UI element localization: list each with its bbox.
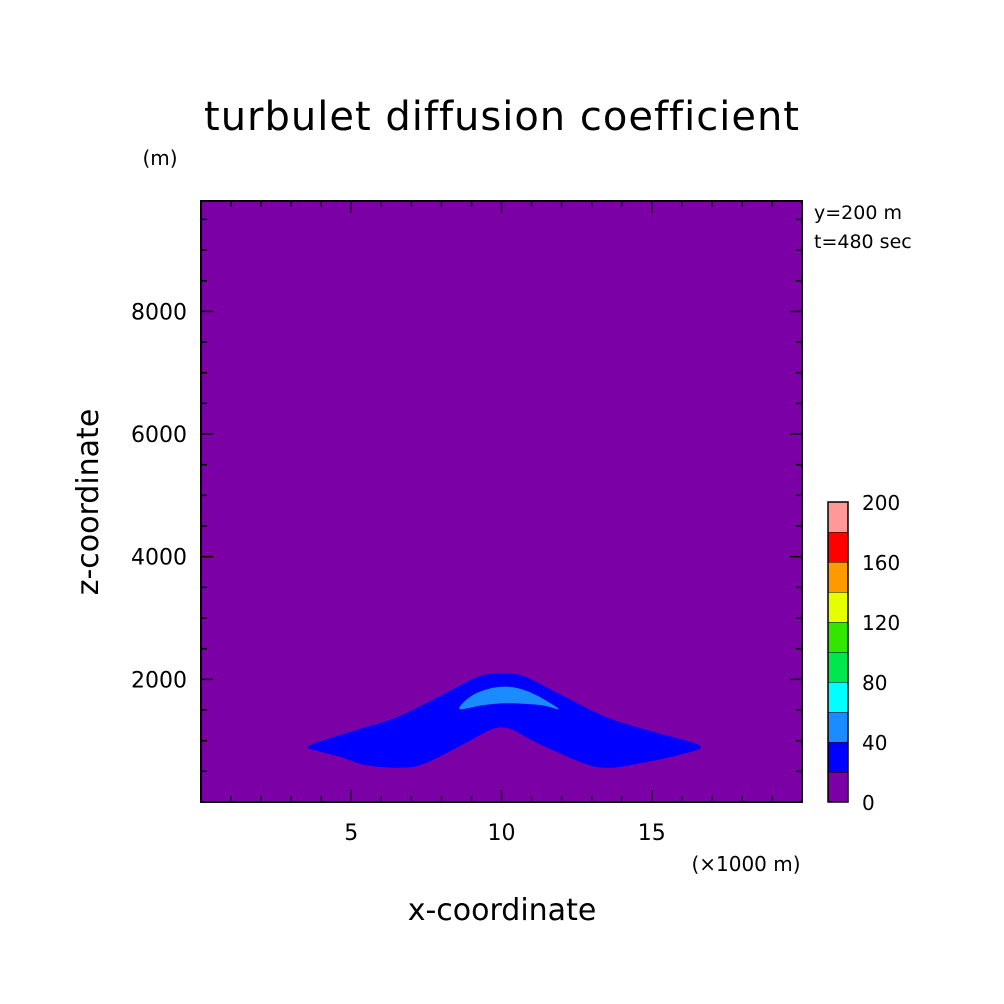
y-tick-label: 4000 [131, 546, 187, 571]
colorbar-label: 160 [862, 551, 900, 575]
y-unit-label: (m) [142, 146, 177, 170]
chart-title: turbulet diffusion coefficient [204, 94, 800, 140]
x-unit-label: (×1000 m) [691, 852, 800, 876]
colorbar: 0 40 80 120 160 200 [827, 491, 900, 815]
y-tick-label: 2000 [131, 668, 187, 693]
colorbar-label: 120 [862, 611, 900, 635]
tick-labels: 5 10 15 2000 4000 6000 8000 [131, 300, 666, 846]
colorbar-swatch [828, 592, 848, 622]
colorbar-swatch [828, 712, 848, 742]
y-axis-label: z-coordinate [71, 409, 106, 596]
plot-area [200, 200, 803, 803]
colorbar-swatch [828, 622, 848, 652]
y-tick-label: 8000 [131, 300, 187, 325]
x-tick-label: 5 [344, 821, 358, 846]
x-axis-label: x-coordinate [408, 893, 597, 928]
colorbar-swatch [828, 562, 848, 592]
contour-fill-40-60 [459, 686, 559, 710]
contour-fill-20-40 [307, 673, 701, 768]
annotation-y: y=200 m [814, 202, 902, 224]
colorbar-label: 80 [862, 671, 887, 695]
colorbar-swatch [828, 772, 848, 802]
colorbar-swatch [828, 652, 848, 682]
axis-ticks [201, 201, 802, 802]
colorbar-label: 0 [862, 791, 875, 815]
colorbar-swatch [828, 742, 848, 772]
annotation-t: t=480 sec [814, 231, 912, 253]
colorbar-swatch [828, 532, 848, 562]
x-tick-label: 15 [638, 821, 666, 846]
x-tick-label: 10 [488, 821, 516, 846]
colorbar-swatch [828, 502, 848, 532]
colorbar-swatch [828, 682, 848, 712]
colorbar-frame [827, 501, 849, 803]
colorbar-label: 200 [862, 491, 900, 515]
y-tick-label: 6000 [131, 423, 187, 448]
colorbar-label: 40 [862, 731, 887, 755]
